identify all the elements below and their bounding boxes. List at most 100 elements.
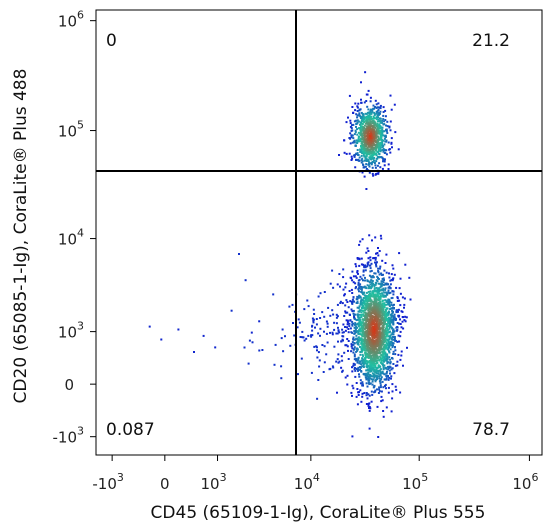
cell-event-dot	[372, 301, 375, 304]
cell-event-dot	[363, 121, 366, 123]
cell-event-dot	[390, 137, 393, 140]
cell-event-dot	[376, 139, 379, 142]
cell-event-dot	[364, 352, 367, 355]
cell-event-dot	[386, 283, 389, 286]
cell-event-dot	[351, 124, 353, 127]
cell-event-dot	[362, 364, 365, 367]
cell-event-dot	[368, 394, 371, 397]
cell-event-dot	[389, 287, 392, 289]
cell-event-dot	[390, 338, 393, 341]
cell-event-dot	[364, 304, 367, 307]
cell-event-dot	[369, 407, 372, 410]
cell-event-dot	[374, 117, 377, 120]
cell-event-dot	[300, 357, 303, 360]
cell-event-dot	[362, 269, 365, 272]
cell-event-dot	[373, 159, 376, 162]
cell-event-dot	[354, 329, 357, 331]
cell-event-dot	[381, 292, 384, 295]
cell-event-dot	[365, 308, 367, 311]
cell-event-dot	[345, 121, 348, 124]
cell-event-dot	[362, 132, 365, 135]
cell-event-dot	[370, 299, 373, 302]
cell-event-dot	[366, 374, 369, 377]
cell-event-dot	[388, 351, 391, 354]
cell-event-dot	[385, 323, 388, 326]
cell-event-dot	[336, 315, 339, 318]
cell-event-dot	[395, 317, 397, 320]
cell-event-dot	[360, 359, 363, 362]
cell-event-dot	[354, 367, 357, 370]
cell-event-dot	[372, 174, 375, 177]
cell-event-dot	[375, 352, 378, 355]
cell-event-dot	[366, 105, 369, 108]
cell-event-dot	[360, 288, 363, 290]
cell-event-dot	[358, 373, 360, 376]
cell-event-dot	[388, 323, 391, 326]
cell-event-dot	[363, 340, 366, 343]
cell-event-dot	[384, 119, 387, 121]
cell-event-dot	[339, 300, 342, 303]
cell-event-dot	[352, 322, 355, 325]
cell-event-dot	[383, 340, 386, 343]
cell-event-dot	[370, 338, 373, 341]
cell-event-dot	[364, 71, 367, 74]
x-tick-label: 105	[402, 471, 428, 493]
cell-event-dot	[360, 329, 362, 332]
cell-event-dot	[299, 336, 302, 338]
cell-event-dot	[367, 321, 370, 324]
cell-event-dot	[318, 359, 321, 362]
cell-event-dot	[368, 365, 371, 368]
cell-event-dot	[382, 365, 385, 368]
cell-event-dot	[358, 112, 361, 115]
cell-event-dot	[361, 325, 364, 328]
cell-event-dot	[351, 292, 354, 294]
cell-event-dot	[346, 311, 349, 314]
cell-event-dot	[357, 140, 360, 143]
cell-event-dot	[373, 360, 375, 363]
cell-event-dot	[368, 427, 371, 430]
cell-event-dot	[378, 380, 381, 383]
cell-event-dot	[366, 146, 369, 149]
cell-event-dot	[390, 340, 393, 343]
cell-event-dot	[360, 348, 363, 351]
cell-event-dot	[365, 365, 368, 368]
y-tick-label: -103	[53, 425, 85, 447]
cell-event-dot	[374, 305, 376, 308]
cell-event-dot	[383, 130, 386, 133]
cell-event-dot	[377, 311, 380, 314]
cell-event-dot	[365, 321, 368, 323]
cell-event-dot	[353, 353, 356, 356]
cell-event-dot	[366, 128, 369, 131]
cell-event-dot	[339, 302, 342, 304]
cell-event-dot	[374, 325, 377, 328]
cell-event-dot	[374, 357, 377, 360]
cell-event-dot	[369, 134, 372, 137]
cell-event-dot	[250, 331, 253, 334]
cell-event-dot	[366, 397, 369, 400]
cell-event-dot	[376, 280, 379, 283]
cell-event-dot	[374, 147, 377, 150]
cell-event-dot	[373, 327, 376, 330]
cell-event-dot	[310, 334, 313, 337]
cell-event-dot	[350, 308, 353, 311]
cell-event-dot	[344, 304, 347, 307]
cell-event-dot	[361, 286, 364, 289]
cell-event-dot	[305, 337, 308, 340]
cell-event-dot	[378, 339, 381, 342]
cell-event-dot	[387, 368, 390, 371]
cell-event-dot	[379, 286, 382, 289]
cell-event-dot	[370, 368, 373, 370]
cell-event-dot	[363, 301, 366, 303]
cell-event-dot	[388, 335, 390, 338]
cell-event-dot	[381, 128, 384, 131]
cell-event-dot	[369, 130, 372, 133]
cell-event-dot	[329, 331, 331, 334]
cell-event-dot	[404, 263, 407, 266]
cell-event-dot	[381, 359, 383, 362]
cell-event-dot	[343, 151, 346, 154]
cell-event-dot	[333, 345, 336, 348]
cell-event-dot	[344, 311, 347, 314]
cell-event-dot	[381, 380, 384, 383]
cell-event-dot	[363, 166, 366, 169]
